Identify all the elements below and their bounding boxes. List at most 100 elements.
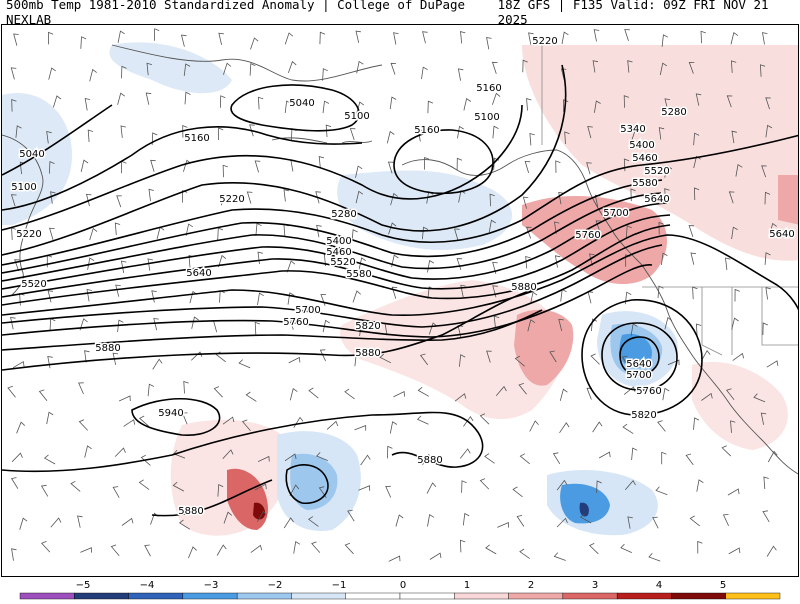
wind-barb (89, 227, 98, 241)
wind-barb (223, 62, 232, 75)
contour-line-5640 (2, 234, 798, 317)
negative-anomaly-low-core (619, 333, 652, 368)
wind-barb (172, 481, 185, 492)
wind-barb (457, 125, 464, 139)
wind-barb (238, 359, 251, 369)
wind-barb (688, 61, 695, 74)
wind-barb (46, 411, 54, 425)
wind-barb (461, 480, 467, 493)
wind-barb (530, 291, 538, 305)
wind-barb (249, 62, 256, 76)
contour-line-5340 (2, 179, 663, 274)
wind-barb (561, 31, 569, 45)
wind-barb (479, 478, 490, 490)
wind-barb (692, 286, 698, 300)
wind-barb (624, 479, 636, 491)
contour-label: 5280 (661, 107, 686, 118)
wind-barb (84, 445, 92, 458)
wind-barb (579, 513, 592, 524)
contour-label: 5400 (629, 140, 654, 151)
wind-barb (354, 425, 367, 431)
wind-barb (519, 548, 530, 559)
wind-barb (463, 98, 472, 111)
colorbar-segment (399, 592, 455, 600)
wind-barb (658, 127, 665, 140)
contour-label: 5700 (295, 305, 320, 316)
wind-barb (222, 449, 234, 459)
contour-line-5400 (2, 192, 663, 282)
wind-barb (257, 455, 270, 462)
wind-barb (761, 165, 767, 178)
wind-barb (318, 156, 325, 169)
wind-barb (46, 130, 52, 144)
colorbar-graphic: −5 −4 −3 −2 −1 0 1 2 3 4 5 (19, 580, 781, 600)
wind-barb (454, 228, 460, 241)
wind-barb (697, 540, 703, 554)
wind-barb (492, 261, 498, 275)
wind-barb (87, 129, 94, 143)
wind-barb (593, 29, 600, 42)
wind-barb (84, 97, 91, 111)
contour-label: 5700 (626, 370, 651, 381)
wind-barb (460, 31, 466, 44)
wind-barb (731, 130, 737, 144)
wind-barb (693, 132, 700, 146)
colorbar-tick-label: 5 (720, 580, 726, 591)
wind-barb (218, 254, 227, 268)
wind-barb (388, 222, 397, 235)
wind-barb (80, 547, 92, 553)
wind-barb (417, 386, 429, 397)
wind-barb (287, 292, 295, 305)
wind-barb (289, 388, 298, 401)
wind-barb (553, 552, 566, 561)
contour-labels: 5220 5040 5100 5160 5100 5280 5040 5100 5160 5220… (10, 35, 796, 519)
wind-barb (512, 486, 523, 498)
siberia-coast (2, 134, 44, 296)
wind-barb (765, 97, 771, 110)
wind-barb (355, 30, 361, 43)
wind-barb (185, 223, 194, 236)
contour-label: 5340 (331, 210, 356, 221)
wind-barb (587, 126, 593, 139)
wind-barb (554, 221, 560, 234)
wind-barb (16, 421, 26, 434)
wind-barb (48, 31, 54, 45)
contour-label: 5880 (178, 506, 203, 517)
wind-barb (112, 486, 120, 498)
wind-barb (393, 32, 399, 45)
wind-barb (183, 380, 189, 394)
wind-barb (725, 257, 731, 270)
wind-barb (351, 229, 358, 242)
wind-barb (388, 555, 401, 562)
wind-barb (249, 124, 255, 137)
wind-barb (765, 287, 771, 300)
wind-barb (700, 30, 706, 44)
wind-barb (117, 319, 124, 333)
wind-barb (416, 415, 429, 425)
wind-barb (358, 257, 367, 270)
wind-barb (730, 420, 736, 433)
wind-barb (762, 32, 768, 45)
contour-line-5700 (2, 244, 663, 328)
negative-anomaly-se-core (579, 502, 589, 517)
map-panel[interactable]: 5220 5040 5100 5160 5100 5280 5040 5100 5160 5220… (1, 24, 799, 577)
wind-barb (765, 124, 773, 138)
wind-barb (700, 349, 711, 362)
wind-barb (514, 355, 525, 367)
colorbar-segment (616, 592, 672, 600)
wind-barb (347, 509, 355, 522)
contour-label: 5640 (644, 194, 669, 205)
wind-barb (495, 385, 507, 397)
contour-label: 5100 (11, 182, 36, 193)
wind-barb (667, 359, 680, 366)
wind-barb (41, 541, 51, 553)
wind-barb (664, 188, 670, 201)
contour-line-5880-loop (151, 479, 273, 517)
wind-barb (722, 514, 729, 526)
wind-barb (356, 60, 364, 74)
wind-barb (140, 454, 151, 466)
wind-barb (344, 388, 355, 400)
contour-label: 5100 (474, 112, 499, 123)
anomaly-map[interactable]: 5220 5040 5100 5160 5100 5280 5040 5100 5160 5220… (2, 25, 799, 577)
north-america-west-coast (641, 264, 798, 475)
